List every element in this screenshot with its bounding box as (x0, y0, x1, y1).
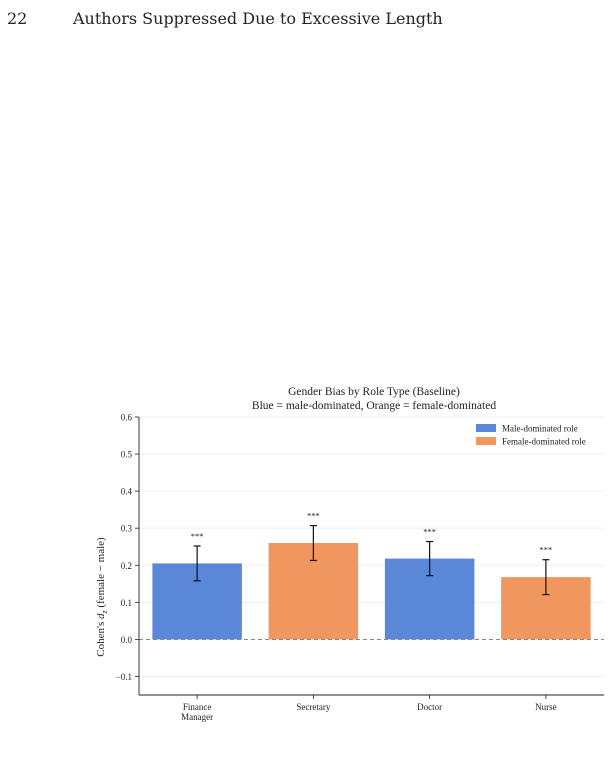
y-axis-label-subscript: z (100, 609, 109, 614)
x-tick-label: Nurse (535, 702, 557, 712)
legend-label-female: Female-dominated role (502, 437, 586, 447)
y-tick-label: 0.5 (121, 450, 133, 460)
bar-chart: Gender Bias by Role Type (Baseline) Blue… (95, 386, 604, 722)
y-axis-label-main: Cohen's (95, 619, 107, 657)
y-tick-label: 0.0 (121, 635, 133, 645)
y-tick-label: 0.3 (121, 524, 133, 534)
y-tick-label: 0.4 (121, 487, 133, 497)
x-tick-label: Finance (183, 702, 212, 712)
running-head: 22 Authors Suppressed Due to Excessive L… (0, 0, 614, 40)
y-axis-label-symbol: d (95, 613, 107, 619)
significance-label: *** (191, 531, 204, 541)
chart-title: Gender Bias by Role Type (Baseline) (288, 386, 460, 398)
legend-swatch-male (476, 424, 496, 432)
legend-swatch-female (476, 437, 496, 445)
y-tick-label: 0.6 (121, 413, 133, 423)
legend-label-male: Male-dominated role (502, 424, 578, 434)
page-number: 22 (7, 9, 28, 28)
y-axis-label-tail: (female − male) (95, 537, 107, 610)
significance-label: *** (540, 545, 553, 555)
y-tick-label: −0.1 (116, 672, 132, 682)
bars: *** *** *** *** (152, 511, 591, 640)
x-tick-label: Manager (181, 712, 213, 722)
x-tick-label: Doctor (417, 702, 442, 712)
significance-label: *** (307, 511, 320, 521)
y-axis-label: Cohen's dz (female − male) (95, 537, 109, 657)
chart-subtitle: Blue = male-dominated, Orange = female-d… (252, 400, 496, 412)
legend: Male-dominated role Female-dominated role (476, 424, 586, 447)
figure: Gender Bias by Role Type (Baseline) Blue… (0, 375, 614, 754)
y-tick-label: 0.1 (121, 598, 132, 608)
significance-label: *** (423, 527, 436, 537)
running-head-title: Authors Suppressed Due to Excessive Leng… (73, 9, 443, 28)
y-tick-label: 0.2 (121, 561, 132, 571)
x-tick-label: Secretary (296, 702, 330, 712)
